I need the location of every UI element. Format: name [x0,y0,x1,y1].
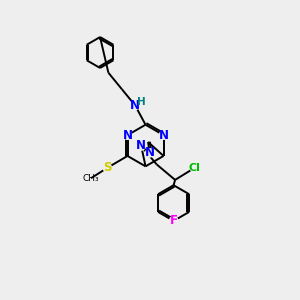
Text: N: N [145,146,155,159]
Circle shape [103,164,112,172]
Text: Cl: Cl [188,163,200,173]
Circle shape [146,149,154,157]
Text: S: S [103,161,112,174]
Text: H: H [137,98,146,107]
Circle shape [169,217,178,225]
Text: N: N [136,140,146,152]
Text: CH₃: CH₃ [83,174,99,183]
Circle shape [123,131,132,139]
Circle shape [159,131,168,139]
Text: F: F [169,214,178,227]
Text: N: N [122,129,133,142]
Circle shape [137,142,146,150]
Text: N: N [159,129,169,142]
Text: N: N [130,99,140,112]
Circle shape [190,164,199,172]
Circle shape [131,101,139,110]
